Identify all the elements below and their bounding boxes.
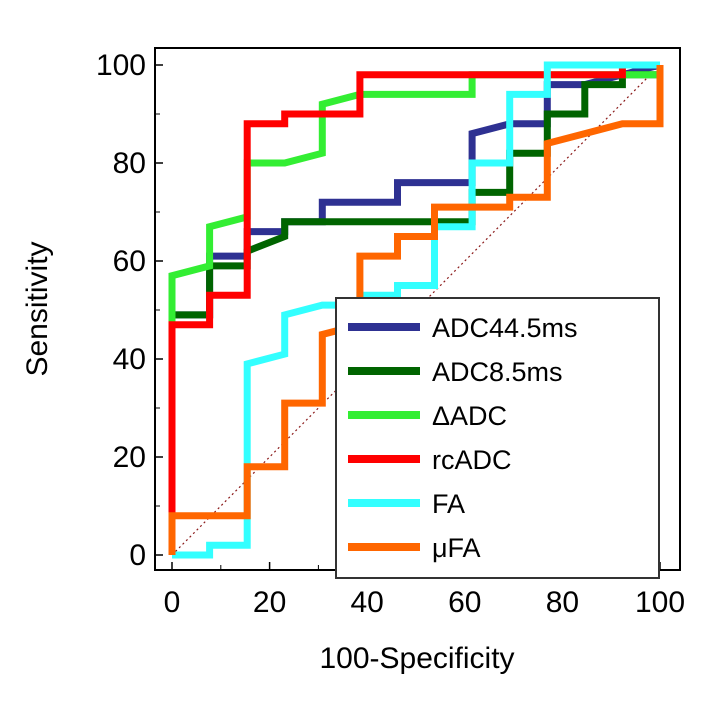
legend-label-3: rcADC bbox=[432, 445, 512, 475]
x-tick-label: 40 bbox=[351, 586, 384, 619]
y-tick-label: 20 bbox=[113, 441, 146, 474]
legend-label-0: ADC44.5ms bbox=[432, 313, 578, 343]
y-tick-label: 60 bbox=[113, 245, 146, 278]
x-tick-label: 20 bbox=[253, 586, 286, 619]
legend-box bbox=[335, 297, 660, 579]
y-tick-label: 40 bbox=[113, 343, 146, 376]
x-tick-label: 0 bbox=[164, 586, 181, 619]
legend-label-4: FA bbox=[432, 489, 465, 519]
legend: ADC44.5ms ADC8.5ms ΔADC rcADC FA μFA bbox=[335, 297, 660, 579]
series-line-3 bbox=[168, 65, 626, 555]
y-tick-label: 0 bbox=[129, 539, 146, 572]
y-tick-label: 80 bbox=[113, 147, 146, 180]
y-axis-title: Sensitivity bbox=[21, 241, 54, 376]
series-line-5 bbox=[168, 65, 664, 555]
y-axis: 0 20 40 60 80 100 bbox=[96, 49, 163, 572]
legend-label-1: ADC8.5ms bbox=[432, 357, 563, 387]
legend-label-2: ΔADC bbox=[432, 401, 507, 431]
series-line-2 bbox=[168, 71, 660, 555]
x-tick-label: 80 bbox=[546, 586, 579, 619]
y-tick-label: 100 bbox=[96, 49, 146, 82]
x-tick-label: 60 bbox=[448, 586, 481, 619]
series-layer bbox=[168, 61, 664, 559]
x-axis-title: 100-Specificity bbox=[319, 642, 514, 675]
legend-label-5: μFA bbox=[432, 533, 481, 563]
x-tick-label: 100 bbox=[635, 586, 685, 619]
